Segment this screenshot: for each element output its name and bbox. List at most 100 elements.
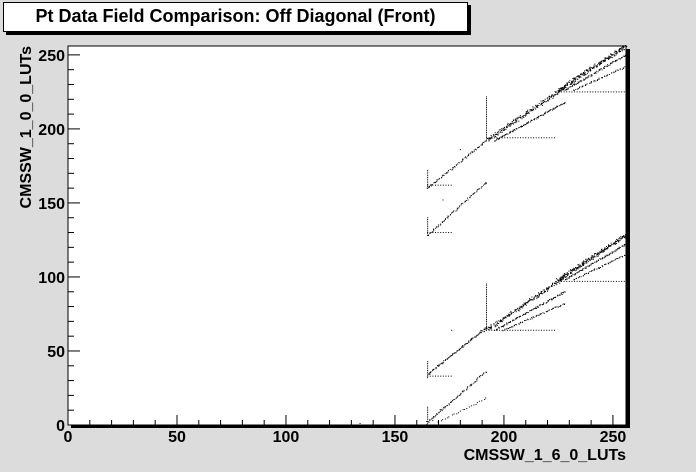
data-point [548,110,550,112]
data-point [466,387,468,389]
data-point [457,163,459,165]
x-tick-label: 100 [273,429,300,446]
data-point [584,273,586,275]
data-point [589,260,591,262]
data-point [560,278,562,280]
data-point [490,135,492,136]
data-point [623,280,625,282]
data-point [592,257,594,259]
data-point [545,111,547,113]
data-point [593,256,595,258]
data-point [430,371,432,373]
data-point [429,420,431,422]
data-point [438,177,440,179]
data-point [486,139,487,141]
data-point [546,290,548,292]
data-point [573,279,575,281]
data-point [535,307,537,309]
data-point [546,288,548,290]
data-point [603,249,605,251]
data-point [514,122,516,124]
data-point [590,263,592,265]
data-point [612,260,614,262]
data-point [441,221,443,223]
data-point [524,313,526,315]
data-point [574,83,576,85]
data-point [478,188,480,190]
data-point [427,373,429,375]
data-point [543,329,545,331]
data-point [613,71,615,73]
data-point [526,318,528,320]
data-point [561,87,563,89]
data-point [448,356,450,358]
data-point [604,248,606,250]
data-point [558,280,560,281]
data-point [427,370,429,372]
data-point [473,336,475,338]
data-point [566,91,568,93]
data-point [427,184,429,186]
data-point [585,262,587,264]
data-point [501,326,503,328]
data-point [538,314,540,316]
data-point [486,308,487,310]
data-point [572,77,574,79]
data-point [608,263,610,265]
data-point [603,67,605,69]
data-point [442,375,444,377]
data-point [608,244,610,246]
data-point [460,392,462,394]
data-point [578,264,580,266]
data-point [459,395,461,397]
data-point [566,84,568,86]
data-point [445,232,447,234]
data-point [442,424,444,426]
data-point [555,306,557,308]
data-point [591,67,593,69]
data-point [549,109,551,111]
data-point [462,390,464,392]
data-point [427,231,429,233]
data-point [624,254,626,256]
data-point [457,395,459,397]
data-point [615,258,617,260]
data-point [594,280,596,282]
data-point [582,86,584,88]
data-point [589,264,591,266]
data-point [536,298,538,300]
data-point [546,288,548,290]
data-point [513,120,515,122]
data-point [566,273,568,275]
data-point [499,329,501,331]
data-point [453,352,455,354]
data-point [524,124,526,126]
x-axis: 0 50 100 150 200 250 [64,415,626,446]
data-point [437,184,439,186]
y-tick-label: 100 [38,270,65,287]
data-point [496,137,498,139]
data-point [493,329,495,331]
data-point [541,291,543,293]
data-point [565,84,567,86]
data-point [561,89,563,91]
data-point [625,46,627,48]
data-point [609,64,611,66]
data-point [444,173,446,175]
data-point [590,257,592,259]
data-point [554,91,556,93]
data-point [529,318,531,320]
data-point [572,267,574,269]
data-point [493,324,495,326]
data-point [538,296,540,298]
data-point [540,104,542,106]
data-point [598,267,600,269]
data-point [606,255,608,257]
data-point [596,65,598,67]
data-point [600,250,602,252]
data-point [562,278,564,280]
data-point [494,326,496,328]
data-point [586,69,588,71]
data-point [511,121,513,123]
data-point [568,91,570,93]
